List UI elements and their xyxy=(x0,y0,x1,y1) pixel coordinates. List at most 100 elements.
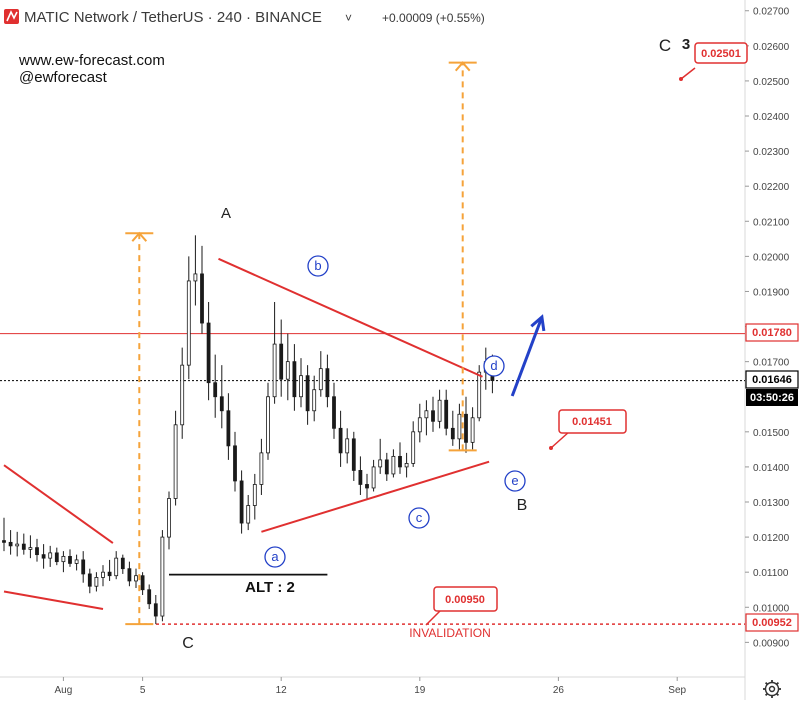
callout-support-pointer xyxy=(550,430,571,449)
candle-body xyxy=(464,413,468,443)
trend-lines[interactable] xyxy=(3,257,490,611)
wave-circle-d-text: d xyxy=(490,358,497,373)
price-tag-current-text: 0.01646 xyxy=(752,374,792,386)
candle-body xyxy=(120,557,125,570)
time-tick-label: Sep xyxy=(668,685,686,696)
candle-body xyxy=(391,455,396,475)
pre-channel-upper-line[interactable] xyxy=(3,464,114,544)
measured-move-projections[interactable] xyxy=(125,61,477,626)
price-tick-label: 0.02100 xyxy=(753,217,790,228)
candle-body xyxy=(35,547,39,556)
price-tag-resistance[interactable]: 0.01780 xyxy=(745,323,799,342)
candle-body xyxy=(147,589,152,605)
callout-invalidation[interactable]: 0.00950 xyxy=(425,586,498,626)
wave-label-C-top: C xyxy=(659,36,671,55)
candle-body xyxy=(470,417,475,443)
candle-body xyxy=(279,343,284,380)
candle-body xyxy=(173,424,178,499)
candle-body xyxy=(193,273,198,282)
candle-body xyxy=(206,322,211,384)
candle-body xyxy=(345,438,350,454)
candle-body xyxy=(167,498,171,538)
candle-body xyxy=(431,410,435,422)
candle-body xyxy=(437,399,442,422)
price-change: +0.00009 (+0.55%) xyxy=(382,11,485,25)
candle-body xyxy=(285,361,290,380)
callout-target-value: 0.02501 xyxy=(701,48,741,60)
triangle-lower-line[interactable] xyxy=(261,460,490,533)
candle-body xyxy=(338,427,343,454)
wave-circle-e: e xyxy=(504,470,526,492)
candle-body xyxy=(153,603,158,617)
bar-countdown-text: 03:50:26 xyxy=(750,392,794,404)
price-tag-invalidation-box xyxy=(745,613,799,632)
candle-body xyxy=(398,455,402,468)
candle-body xyxy=(28,547,33,550)
wave-label-B: B xyxy=(517,497,528,514)
candle-body xyxy=(417,417,422,433)
candle-body xyxy=(41,554,46,559)
candle-body xyxy=(226,410,231,447)
triangle-upper-line[interactable] xyxy=(218,257,483,378)
callout-target-pointer xyxy=(680,67,696,80)
candle-body xyxy=(252,484,257,506)
price-axis[interactable]: 0.02700 0.02600 0.02500 0.02400 0.02300 0.022… xyxy=(745,7,790,650)
candle-body xyxy=(140,575,145,591)
price-tag-invalidation[interactable]: 0.00952 xyxy=(745,613,799,632)
candle-body xyxy=(444,399,449,429)
price-tick-label: 0.00900 xyxy=(753,638,790,649)
time-axis[interactable]: Aug 5 12 19 26 Sep xyxy=(55,677,687,696)
pre-channel-lower-line[interactable] xyxy=(3,590,104,611)
candle-body xyxy=(94,577,99,587)
candle-body xyxy=(68,555,72,564)
bullish-arrow[interactable] xyxy=(510,314,546,397)
wave-circle-c-ring xyxy=(408,507,430,529)
candle-body xyxy=(325,368,330,398)
time-tick-label: 12 xyxy=(276,685,288,696)
callout-support[interactable]: 0.01451 xyxy=(549,409,627,450)
candle-body xyxy=(332,396,336,429)
candle-body xyxy=(272,343,277,398)
price-tick-label: 0.01400 xyxy=(753,463,790,474)
callout-invalidation-value: 0.00950 xyxy=(445,594,485,606)
time-tick-label: 26 xyxy=(553,685,565,696)
candle-body xyxy=(365,484,369,489)
wave-circle-b-ring xyxy=(307,255,329,277)
chevron-down-icon[interactable]: ˅ xyxy=(345,11,352,25)
symbol-icon[interactable] xyxy=(4,9,19,24)
callout-invalidation-pointer xyxy=(425,610,441,626)
candle-body xyxy=(87,573,92,587)
price-tag-current[interactable]: 0.01646 xyxy=(745,370,799,389)
price-tick-label: 0.01700 xyxy=(753,358,790,369)
wave-circle-e-text: e xyxy=(511,473,518,488)
candle-body xyxy=(233,445,237,482)
candlestick-series[interactable] xyxy=(2,235,495,625)
candle-body xyxy=(213,382,218,398)
candle-body xyxy=(127,568,132,582)
symbol-title[interactable]: MATIC Network / TetherUS · 240 · BINANCE xyxy=(24,9,322,26)
candle-body xyxy=(54,552,59,563)
wave-label-3: 3 xyxy=(682,36,690,53)
price-tag-invalidation-text: 0.00952 xyxy=(752,617,792,629)
candle-body xyxy=(318,368,323,391)
candle-body xyxy=(404,463,409,468)
candle-body xyxy=(371,466,376,489)
candle-body xyxy=(160,536,165,617)
gear-icon[interactable] xyxy=(763,680,781,698)
candle-body xyxy=(61,555,66,563)
candle-body xyxy=(457,413,462,440)
candle-body xyxy=(180,364,185,426)
wave-circle-c-text: c xyxy=(416,510,423,525)
left-measure-arrowhead xyxy=(131,231,148,242)
chart-header: MATIC Network / TetherUS · 240 · BINANCE… xyxy=(4,9,485,26)
symbol-icon-glyph xyxy=(6,10,18,22)
wave-circle-e-ring xyxy=(504,470,526,492)
callout-target[interactable]: 0.02501 xyxy=(679,42,748,81)
candle-body xyxy=(8,541,13,547)
candle-body xyxy=(200,273,204,324)
callout-invalidation-box xyxy=(433,586,498,612)
candle-body xyxy=(81,559,86,575)
